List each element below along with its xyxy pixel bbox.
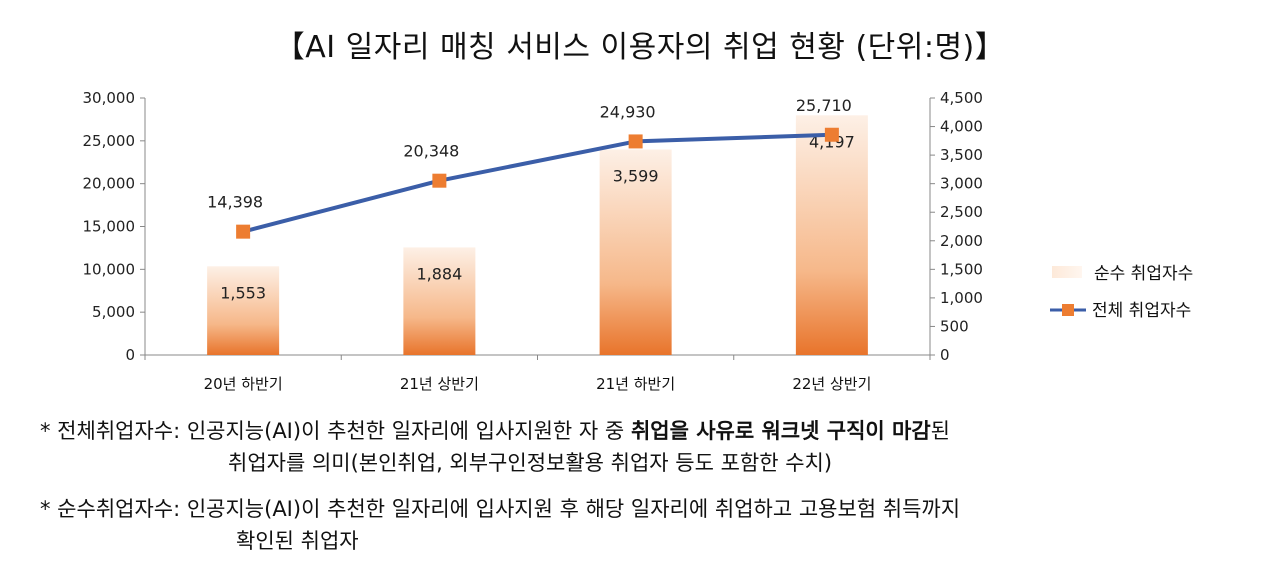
bar <box>795 115 868 356</box>
line-point <box>824 127 839 142</box>
category-label: 20년 하반기 <box>204 375 283 393</box>
line-point <box>236 224 251 239</box>
legend-line-label: 전체 취업자수 <box>1092 301 1191 321</box>
category-label: 21년 상반기 <box>400 375 479 393</box>
bar-value-label: 3,599 <box>613 166 659 185</box>
right-axis: 0 500 1,000 1,500 2,000 2,500 3,000 3,500 4,000 4… <box>929 89 983 364</box>
line-value-label: 14,398 <box>207 193 263 212</box>
bar-value-label: 1,884 <box>416 264 462 283</box>
left-tick-label: 20,000 <box>83 175 136 193</box>
note-pure-prefix: * 순수취업자수: <box>40 497 181 521</box>
legend: 순수 취업자수 전체 취업자수 <box>1050 264 1193 321</box>
line-path <box>242 132 832 234</box>
bar <box>403 247 476 355</box>
right-tick-label: 4,500 <box>940 89 983 107</box>
right-tick-label: 1,000 <box>940 289 983 307</box>
right-tick-label: 1,500 <box>940 260 983 278</box>
right-tick-label: 3,500 <box>940 146 983 164</box>
note-total-line2: 취업자를 의미(본인취업, 외부구인정보활용 취업자 등도 포함한 수치) <box>228 451 833 475</box>
right-tick-label: 2,000 <box>940 232 983 250</box>
right-tick-label: 0 <box>940 346 950 364</box>
left-tick-label: 10,000 <box>83 260 136 278</box>
right-tick-label: 2,500 <box>940 203 983 221</box>
left-tick-label: 25,000 <box>83 132 136 150</box>
right-tick-label: 3,000 <box>940 175 983 193</box>
note-pure-line2: 확인된 취업자 <box>236 529 359 553</box>
line-value-label: 24,930 <box>600 102 656 121</box>
left-tick-label: 5,000 <box>92 303 135 321</box>
left-tick-label: 0 <box>125 346 135 364</box>
legend-line-marker <box>1062 304 1074 316</box>
note-pure-text: 인공지능(AI)이 추천한 일자리에 입사지원 후 해당 일자리에 취업하고 고… <box>180 497 961 521</box>
line-point <box>432 173 447 188</box>
line-point <box>628 134 643 149</box>
bar <box>599 149 672 355</box>
note-total-tail: 된 <box>930 419 950 443</box>
left-tick-label: 30,000 <box>83 89 136 107</box>
line-value-label: 20,348 <box>403 142 459 161</box>
category-label: 22년 상반기 <box>792 375 871 393</box>
note-total: * 전체취업자수: 인공지능(AI)이 추천한 일자리에 입사지원한 자 중 취… <box>40 416 950 446</box>
category-labels: 20년 하반기 21년 상반기 21년 하반기 22년 상반기 <box>204 375 872 393</box>
legend-bar-swatch <box>1052 266 1082 278</box>
bar <box>207 266 280 355</box>
right-tick-label: 4,000 <box>940 118 983 136</box>
legend-bar-label: 순수 취업자수 <box>1094 264 1193 284</box>
left-tick-label: 15,000 <box>83 218 136 236</box>
line-value-label: 25,710 <box>796 96 852 115</box>
bar-value-label: 1,553 <box>220 283 266 302</box>
category-label: 21년 하반기 <box>596 375 675 393</box>
line-series: 14,398 20,348 24,930 25,710 <box>207 96 852 239</box>
note-total-text: 인공지능(AI)이 추천한 일자리에 입사지원한 자 중 <box>180 419 631 443</box>
note-pure: * 순수취업자수: 인공지능(AI)이 추천한 일자리에 입사지원 후 해당 일… <box>40 494 960 524</box>
note-total-bold: 취업을 사유로 워크넷 구직이 마감 <box>630 419 931 443</box>
chart-title: 【AI 일자리 매칭 서비스 이용자의 취업 현황 (단위:명)】 <box>274 30 1006 65</box>
right-tick-label: 500 <box>940 317 969 335</box>
note-total-prefix: * 전체취업자수: <box>40 419 181 443</box>
